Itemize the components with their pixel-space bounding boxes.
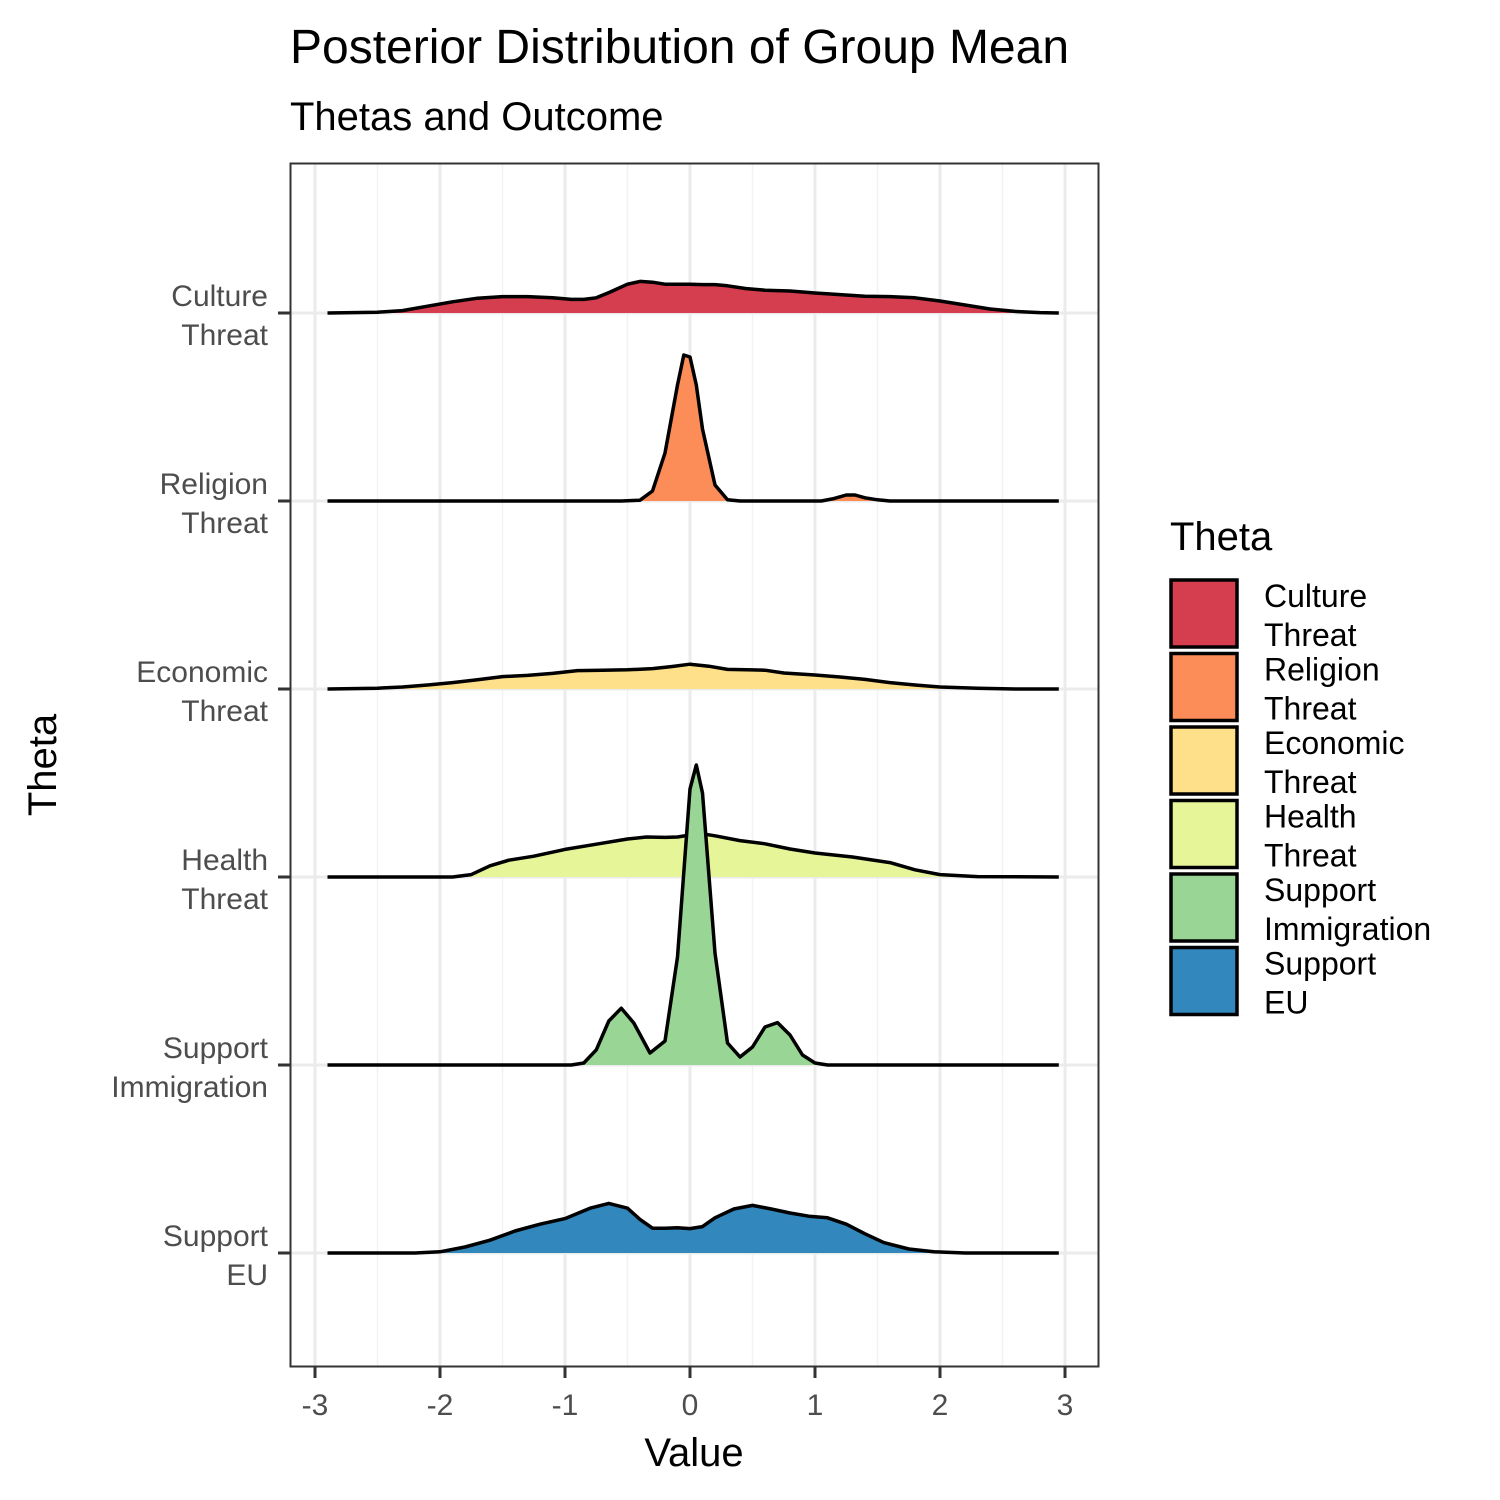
y-tick-label-line2: Immigration xyxy=(111,1071,268,1104)
ridge-fill xyxy=(327,664,1059,689)
legend-label-line2: Threat xyxy=(1264,617,1357,653)
x-axis-title: Value xyxy=(644,1431,743,1475)
legend-label-line1: Support xyxy=(1264,946,1376,982)
ridge-outline xyxy=(327,763,1059,1067)
y-tick-label-line2: EU xyxy=(226,1259,268,1292)
ridge-fill xyxy=(327,355,1059,501)
x-tick-label: 1 xyxy=(807,1389,824,1422)
y-tick-label-line1: Economic xyxy=(136,656,268,689)
legend-swatch xyxy=(1169,798,1239,870)
legend-label-line2: Threat xyxy=(1264,691,1357,727)
legend: Theta CultureThreatReligionThreatEconomi… xyxy=(1169,515,1431,1021)
y-tick-label-line1: Health xyxy=(181,844,268,877)
y-tick-label-line1: Religion xyxy=(160,468,268,501)
legend-label-line2: Immigration xyxy=(1264,911,1431,947)
x-axis: -3 -2 -1 0 1 2 3 xyxy=(302,1366,1074,1422)
ridge-economic-threat xyxy=(327,662,1059,691)
x-tick-label: 3 xyxy=(1057,1389,1074,1422)
x-tick-label: -3 xyxy=(302,1389,329,1422)
legend-swatch xyxy=(1169,578,1239,649)
y-tick-label-line2: Threat xyxy=(181,507,268,540)
legend-title: Theta xyxy=(1170,515,1273,559)
legend-label-line1: Culture xyxy=(1264,578,1367,614)
ridge-support-immigration xyxy=(327,763,1059,1067)
chart-title: Posterior Distribution of Group Mean xyxy=(290,21,1069,74)
y-tick-label-line1: Culture xyxy=(171,280,268,313)
legend-swatch xyxy=(1169,945,1239,1017)
x-tick-label: -1 xyxy=(552,1389,579,1422)
y-axis-title: Theta xyxy=(21,713,65,816)
legend-swatch xyxy=(1169,651,1239,723)
ridge-outline xyxy=(327,353,1059,503)
x-tick-label: 0 xyxy=(682,1389,699,1422)
ridge-outline xyxy=(327,1201,1059,1255)
ridge-fill xyxy=(327,765,1059,1065)
legend-label-line1: Religion xyxy=(1264,652,1380,688)
legend-label-line1: Support xyxy=(1264,872,1376,908)
x-tick-label: -2 xyxy=(427,1389,454,1422)
y-tick-label-line2: Threat xyxy=(181,695,268,728)
ridge-religion-threat xyxy=(327,353,1059,503)
y-tick-label-line2: Threat xyxy=(181,883,268,916)
y-axis: Culture Threat Religion Threat Economic Threa… xyxy=(111,280,290,1292)
ridges xyxy=(327,279,1059,1255)
legend-label-line1: Health xyxy=(1264,799,1357,835)
ridge-support-eu xyxy=(327,1201,1059,1255)
ridge-outline xyxy=(327,662,1059,691)
legend-label-line2: Threat xyxy=(1264,838,1357,874)
ridge-outline xyxy=(327,279,1059,315)
legend-swatch xyxy=(1169,725,1239,796)
legend-label-line2: EU xyxy=(1264,985,1308,1021)
chart-subtitle: Thetas and Outcome xyxy=(290,95,664,139)
y-tick-label-line1: Support xyxy=(163,1032,269,1065)
ridge-fill xyxy=(327,281,1059,313)
x-tick-label: 2 xyxy=(932,1389,949,1422)
legend-swatch xyxy=(1169,872,1239,943)
y-tick-label-line1: Support xyxy=(163,1220,269,1253)
y-tick-label-line2: Threat xyxy=(181,319,268,352)
legend-label-line2: Threat xyxy=(1264,764,1357,800)
legend-label-line1: Economic xyxy=(1264,725,1405,761)
plot-panel-border xyxy=(289,162,1100,1368)
ridge-culture-threat xyxy=(327,279,1059,315)
